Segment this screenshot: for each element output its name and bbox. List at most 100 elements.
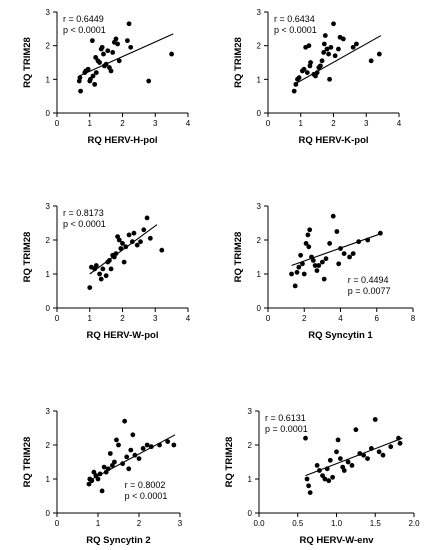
data-point [331, 21, 336, 27]
scatter-panel-1: 0 1 2 3 4 0 1 2 3 RQ HERV-H-pol RQ TRIM28 r = 0.644… [22, 8, 191, 146]
data-point [116, 237, 122, 243]
data-point [317, 468, 322, 473]
x-axis-title: RQ Syncytin 2 [86, 535, 150, 546]
r-value-annotation: r = 0.6434 [274, 14, 315, 24]
data-point [316, 263, 322, 268]
data-point [293, 81, 299, 87]
data-point [321, 50, 327, 55]
data-point [368, 446, 374, 451]
data-point [376, 449, 382, 455]
data-point [101, 464, 107, 470]
x-tick-label: 4 [186, 314, 191, 323]
data-point [349, 463, 355, 468]
data-point [118, 246, 124, 251]
data-point [85, 66, 91, 72]
x-tick-label: 3 [153, 119, 158, 128]
data-point [113, 36, 119, 42]
data-point [324, 46, 330, 52]
y-tick-label: 3 [46, 407, 51, 416]
data-point [345, 459, 351, 465]
data-point [132, 452, 138, 458]
data-point [99, 488, 105, 494]
data-point [376, 51, 382, 57]
data-point [318, 63, 323, 69]
data-point [303, 241, 309, 246]
y-tick-label: 2 [257, 236, 262, 245]
data-point [134, 242, 140, 248]
data-point [113, 251, 119, 256]
data-point [377, 230, 383, 236]
data-point [103, 273, 109, 279]
data-point [95, 476, 101, 482]
data-point [327, 76, 332, 82]
data-point [107, 451, 113, 456]
data-point [101, 51, 106, 57]
data-point [306, 43, 312, 49]
y-tick-label: 3 [46, 202, 51, 211]
x-tick-label: 0 [55, 519, 60, 528]
regression-line [293, 35, 382, 85]
data-point [100, 266, 106, 272]
p-value-annotation: p = 0.0001 [265, 424, 308, 434]
data-point [350, 251, 356, 256]
data-point [353, 427, 359, 433]
y-tick-label: 2 [257, 42, 262, 51]
x-tick-label: 2.0 [408, 519, 420, 528]
data-point [308, 60, 313, 65]
x-tick-label: 0.5 [292, 519, 304, 528]
data-point [314, 463, 320, 468]
data-point [291, 88, 297, 94]
x-tick-label: 2 [120, 314, 125, 323]
regression-line [88, 434, 176, 482]
data-point [107, 258, 112, 263]
data-point [147, 235, 153, 241]
data-point [372, 417, 378, 422]
data-point [116, 442, 121, 448]
data-point [326, 478, 332, 484]
data-point [165, 439, 171, 444]
data-point [128, 447, 134, 453]
data-point [159, 247, 165, 253]
data-point [121, 259, 127, 265]
data-point [296, 75, 302, 81]
data-point [125, 38, 130, 44]
x-tick-label: 6 [375, 314, 380, 323]
p-value-annotation: p < 0.0001 [274, 25, 317, 35]
data-point [126, 466, 132, 472]
data-point [130, 432, 136, 438]
y-tick-label: 0 [46, 304, 51, 313]
x-tick-label: 3 [178, 519, 183, 528]
x-tick-label: 1 [96, 519, 101, 528]
data-point [341, 468, 347, 473]
x-tick-label: 4 [186, 119, 191, 128]
data-point [310, 258, 316, 263]
p-value-annotation: p < 0.0001 [63, 25, 106, 35]
scatter-panel-2: 0 1 2 3 4 0 1 2 3 RQ HERV-K-pol RQ TRIM28 r = 0.643… [233, 8, 402, 146]
data-point [171, 442, 177, 448]
x-tick-label: 0.0 [253, 519, 265, 528]
y-tick-label: 1 [257, 75, 262, 84]
x-tick-label: 1 [299, 119, 304, 128]
y-tick-label: 2 [46, 236, 51, 245]
y-axis-title: RQ TRIM28 [22, 232, 33, 283]
data-point [306, 244, 312, 250]
data-point [305, 232, 311, 238]
data-point [90, 73, 96, 79]
data-point [120, 241, 125, 246]
data-point [138, 239, 143, 245]
data-point [334, 229, 340, 234]
y-axis-title: RQ TRIM28 [233, 232, 244, 283]
data-point [334, 449, 339, 455]
data-point [97, 271, 102, 277]
data-point [307, 227, 313, 233]
r-value-annotation: r = 0.8173 [63, 208, 104, 218]
data-point [105, 466, 111, 472]
scatter-panel-5: 0 1 2 3 0 1 2 3 RQ Syncytin 2 RQ TRIM28 r = 0.8002… [22, 407, 183, 546]
p-value-annotation: p < 0.0001 [125, 491, 168, 501]
regression-line [305, 437, 403, 477]
data-point [87, 285, 93, 290]
data-point [144, 215, 150, 221]
data-point [306, 483, 311, 489]
data-point [93, 70, 99, 75]
